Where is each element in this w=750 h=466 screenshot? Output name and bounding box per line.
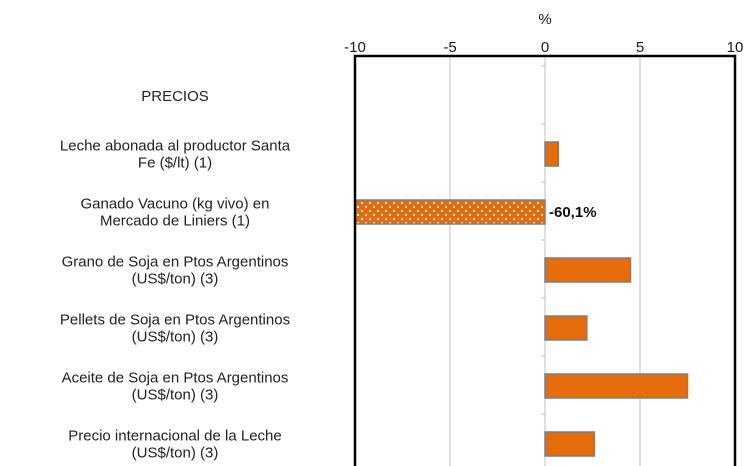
category-label: Mercado de Liniers (1) — [100, 213, 250, 230]
bar — [544, 257, 632, 283]
bars — [354, 141, 689, 457]
axis-unit-label: % — [538, 11, 551, 28]
x-tick-label: 5 — [636, 39, 644, 56]
category-label: Precio internacional de la Leche — [68, 428, 281, 445]
bar-value-label: -60,1% — [549, 204, 597, 221]
plot-frame — [353, 54, 737, 466]
category-labels: PRECIOS Leche abonada al productor SantaF… — [60, 88, 291, 462]
bar — [544, 373, 689, 399]
category-label: Ganado Vacuno (kg vivo) en — [80, 196, 269, 213]
category-label: PRECIOS — [141, 88, 209, 105]
x-tick-label: -10 — [344, 39, 366, 56]
category-label: (US$/ton) (3) — [132, 445, 219, 462]
bar — [354, 199, 546, 225]
x-tick-label: 10 — [727, 39, 744, 56]
bar — [544, 315, 588, 341]
category-label: (US$/ton) (3) — [132, 329, 219, 346]
category-label: Aceite de Soja en Ptos Argentinos — [62, 370, 289, 387]
x-tick-label: -5 — [443, 39, 456, 56]
data-labels: -60,1% — [549, 204, 597, 221]
category-label: Leche abonada al productor Santa — [60, 138, 291, 155]
bar — [544, 431, 596, 457]
category-label: (US$/ton) (3) — [132, 387, 219, 404]
category-label: (US$/ton) (3) — [132, 271, 219, 288]
x-tick-label: 0 — [541, 39, 549, 56]
category-label: Grano de Soja en Ptos Argentinos — [62, 254, 289, 271]
bar — [544, 141, 560, 167]
category-label: Pellets de Soja en Ptos Argentinos — [60, 312, 290, 329]
x-tick-labels: -10 -5 0 5 10 — [344, 39, 743, 56]
category-label: Fe ($/lt) (1) — [138, 155, 212, 172]
